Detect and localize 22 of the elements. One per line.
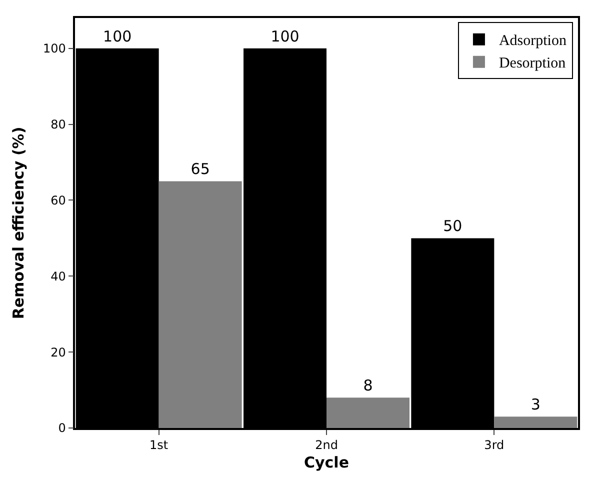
data-label: 100 — [270, 27, 300, 46]
y-tick-label: 100 — [42, 42, 66, 56]
data-label: 100 — [103, 27, 132, 46]
x-axis-title: Cycle — [304, 454, 349, 472]
x-tick-label: 3rd — [484, 438, 504, 452]
y-tick-label: 40 — [50, 269, 66, 284]
y-tick-label: 60 — [50, 193, 66, 208]
bar — [494, 416, 578, 428]
data-label: 8 — [363, 376, 373, 395]
bar — [326, 398, 410, 428]
y-axis-title: Removal efficiency (%) — [10, 126, 28, 320]
data-label: 3 — [530, 396, 540, 414]
x-tick-label: 2nd — [315, 438, 338, 452]
y-tick-label: 80 — [50, 118, 66, 132]
data-label: 65 — [190, 160, 210, 178]
y-tick-label: 0 — [58, 421, 66, 436]
y-tick-label: 20 — [50, 345, 66, 360]
data-label: 50 — [443, 217, 462, 236]
legend-label: Adsorption — [498, 33, 567, 50]
x-tick-label: 1st — [150, 438, 168, 452]
legend-label: Desorption — [498, 56, 566, 72]
bar — [158, 181, 242, 428]
